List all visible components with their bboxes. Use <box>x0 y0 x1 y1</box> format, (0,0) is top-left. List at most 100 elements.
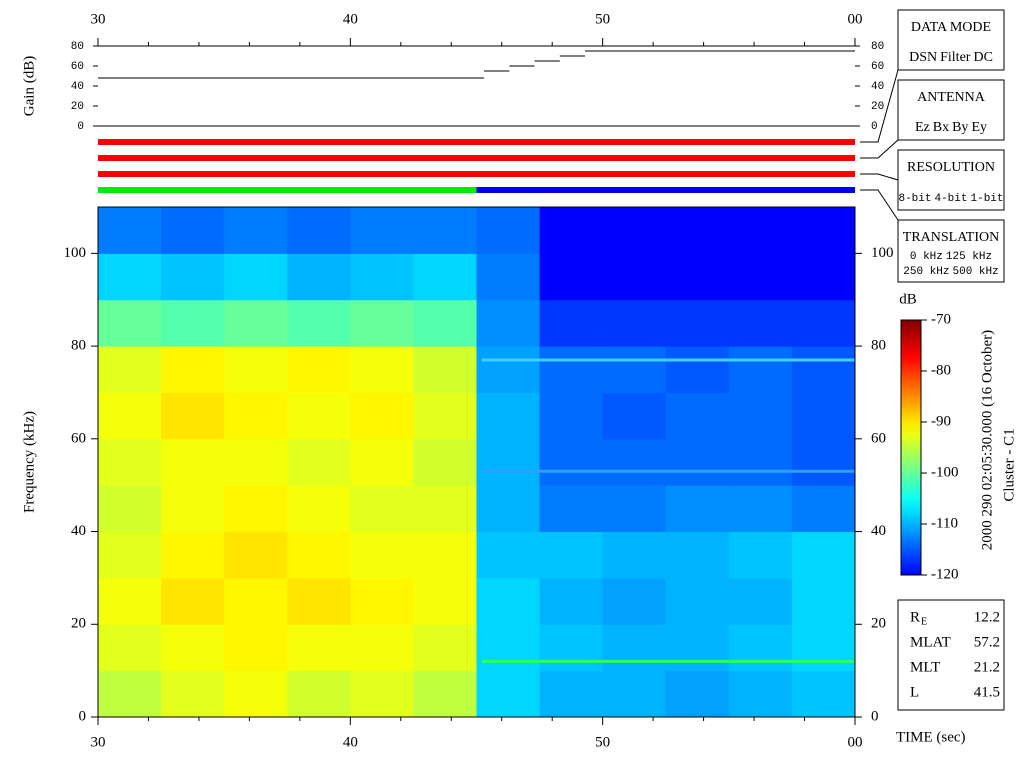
x-tick-label: 00 <box>848 11 863 27</box>
heatmap-cell <box>728 207 793 254</box>
heatmap-cell <box>539 531 604 579</box>
heatmap-cell <box>98 577 162 625</box>
status-bar <box>98 139 855 145</box>
pointer <box>860 139 899 159</box>
y-tick-label: 60 <box>71 61 84 73</box>
colorbar-tick-label: -90 <box>931 413 951 429</box>
heatmap-cell <box>539 299 604 347</box>
plot-frame <box>97 206 856 718</box>
heatmap-cell <box>539 207 604 254</box>
heatmap-cell <box>602 438 667 486</box>
heatmap-cell <box>665 670 730 718</box>
heatmap-cell <box>350 670 414 718</box>
y-tick-label: 80 <box>871 41 884 53</box>
legend-title: ANTENNA <box>917 90 986 105</box>
heatmap-cell <box>161 577 225 625</box>
heatmap-cell <box>287 670 351 718</box>
legend-item: By <box>952 120 968 135</box>
heatmap-cell <box>98 207 162 254</box>
info-label: L <box>910 684 919 700</box>
heatmap-cell <box>476 485 541 533</box>
heatmap-cell <box>728 624 793 672</box>
legend-box <box>897 79 1005 141</box>
heatmap-cell <box>728 670 793 718</box>
heatmap-cell <box>98 485 162 533</box>
heatmap-cell <box>665 577 730 625</box>
info-value: 57.2 <box>974 634 1000 650</box>
heatmap-cell <box>224 253 288 301</box>
heatmap-cell <box>602 392 667 440</box>
y-tick-label: 100 <box>871 245 894 261</box>
y-tick-label: 40 <box>871 81 884 93</box>
heatmap-cell <box>161 346 225 393</box>
legend-title: RESOLUTION <box>907 160 995 175</box>
heatmap-cell <box>539 346 604 393</box>
y-tick-label: 0 <box>79 708 87 724</box>
heatmap-cell <box>224 670 288 718</box>
x-tick-label: 40 <box>343 11 358 27</box>
legend-item: 500 kHz <box>953 266 999 278</box>
legend-item: 250 kHz <box>903 266 949 278</box>
info-subscript: E <box>921 616 927 627</box>
heatmap-cell <box>539 670 604 718</box>
heatmap-cell <box>539 392 604 440</box>
heatmap-cell <box>413 577 477 625</box>
heatmap-cell <box>665 346 730 393</box>
heatmap-cell <box>413 624 477 672</box>
heatmap-cell <box>287 299 351 347</box>
heatmap-cell <box>791 253 856 301</box>
heatmap-cell <box>161 624 225 672</box>
heatmap-cell <box>98 670 162 718</box>
heatmap-cell <box>224 624 288 672</box>
heatmap-cell <box>791 624 856 672</box>
status-bar <box>98 187 477 193</box>
y-tick-label: 0 <box>871 121 878 133</box>
legend-box <box>897 219 1005 283</box>
y-tick-label: 80 <box>71 338 86 354</box>
heatmap-cell <box>350 299 414 347</box>
info-label: R <box>910 609 920 625</box>
heatmap-cell <box>665 485 730 533</box>
heatmap-cell <box>287 207 351 254</box>
heatmap-cell <box>602 670 667 718</box>
heatmap-cell <box>539 577 604 625</box>
heatmap-cell <box>224 485 288 533</box>
heatmap-cell <box>224 531 288 579</box>
heatmap-cell <box>476 438 541 486</box>
heatmap-cell <box>539 253 604 301</box>
status-bar <box>476 187 855 193</box>
info-box <box>897 599 1005 711</box>
heatmap-cell <box>350 531 414 579</box>
heatmap-cell <box>539 438 604 486</box>
y-tick-label: 80 <box>871 338 886 354</box>
heatmap-cell <box>287 392 351 440</box>
info-label: MLT <box>910 659 940 675</box>
heatmap-cell <box>476 299 541 347</box>
heatmap-cell <box>224 346 288 393</box>
spacecraft-text: Cluster - C1 <box>1001 428 1017 501</box>
status-bar <box>98 171 855 177</box>
y-tick-label: 20 <box>71 616 86 632</box>
heatmap-cell <box>350 624 414 672</box>
y-tick-label: 60 <box>71 430 86 446</box>
colorbar-tick-label: -70 <box>931 311 951 327</box>
y-tick-label: 60 <box>871 61 884 73</box>
heatmap-cell <box>665 392 730 440</box>
heatmap-cell <box>665 253 730 301</box>
heatmap-cell <box>287 624 351 672</box>
legend-item: DC <box>973 50 992 65</box>
heatmap-cell <box>161 531 225 579</box>
legend-item: Ez <box>915 120 930 135</box>
heatmap-cell <box>476 624 541 672</box>
x-tick-label: 00 <box>848 734 863 750</box>
heatmap-cell <box>161 485 225 533</box>
heatmap-cell <box>602 207 667 254</box>
heatmap-cell <box>98 624 162 672</box>
gain-axis-label: Gain (dB) <box>21 56 37 116</box>
heatmap-cell <box>350 392 414 440</box>
heatmap-cell <box>413 207 477 254</box>
heatmap-cell <box>98 392 162 440</box>
heatmap-cell <box>98 531 162 579</box>
heatmap-cell <box>791 438 856 486</box>
